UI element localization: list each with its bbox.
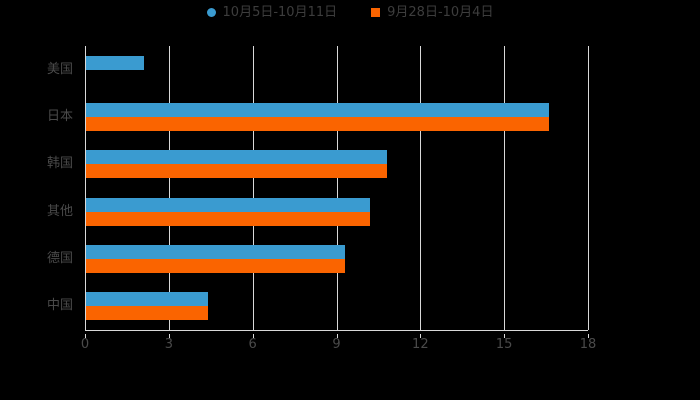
x-tick-label-0: 0	[80, 337, 90, 352]
legend-label-series-1: 10月5日-10月11日	[222, 5, 338, 20]
x-tick-mark	[85, 334, 86, 338]
bar[interactable]	[85, 197, 371, 212]
bar-group	[85, 150, 588, 179]
x-tick-label-6: 6	[248, 337, 257, 352]
bar[interactable]	[85, 117, 549, 131]
y-axis-line	[85, 46, 86, 330]
x-axis-tick-labels: 0 3 6 9 12 15 18	[0, 334, 700, 358]
x-tick-label-9: 9	[332, 337, 341, 352]
gridline	[336, 46, 338, 330]
bar[interactable]	[85, 306, 208, 321]
x-tick-label-15: 15	[495, 337, 513, 352]
y-axis-category-labels: 美国日本韩国其他德国中国	[0, 46, 85, 330]
chart-legend: 10月5日-10月11日 9月28日-10月4日	[0, 6, 700, 19]
x-tick-label-3: 3	[164, 337, 173, 352]
bar[interactable]	[85, 103, 549, 117]
x-tick-mark	[420, 334, 422, 338]
bar-group	[85, 55, 588, 84]
gridline	[252, 46, 254, 330]
x-tick-label-18: 18	[579, 337, 597, 352]
legend-item-series-1[interactable]: 10月5日-10月11日	[206, 5, 338, 20]
y-axis-label-3: 其他	[46, 203, 73, 219]
x-tick-mark	[504, 334, 506, 338]
square-marker-icon	[371, 8, 381, 17]
y-axis-label-5: 中国	[46, 298, 73, 314]
gridline	[588, 46, 589, 330]
bar-group	[85, 245, 588, 273]
legend-item-series-2[interactable]: 9月28日-10月4日	[371, 6, 493, 19]
x-tick-mark	[168, 334, 170, 338]
y-axis-label-0: 美国	[46, 61, 73, 77]
bar-group	[85, 197, 588, 226]
gridline	[504, 46, 506, 330]
x-axis-line	[85, 330, 588, 331]
bar[interactable]	[85, 150, 387, 165]
gridline	[420, 46, 422, 330]
gridline	[168, 46, 170, 330]
legend-label-series-2: 9月28日-10月4日	[387, 5, 494, 20]
x-tick-mark	[252, 334, 254, 338]
y-axis-label-1: 日本	[46, 109, 73, 124]
bar[interactable]	[85, 259, 345, 273]
bar[interactable]	[85, 245, 345, 259]
y-axis-label-4: 德国	[46, 251, 73, 266]
x-tick-mark	[336, 334, 338, 338]
plot-area	[85, 46, 589, 330]
bar-group	[85, 292, 588, 321]
bar[interactable]	[85, 211, 371, 226]
circle-marker-icon	[206, 8, 216, 17]
x-tick-label-12: 12	[412, 337, 429, 352]
bar[interactable]	[85, 292, 208, 307]
bar-group	[85, 103, 588, 131]
y-axis-label-2: 韩国	[46, 156, 73, 172]
bar[interactable]	[85, 55, 144, 70]
x-tick-mark	[588, 334, 589, 338]
bar[interactable]	[85, 164, 387, 179]
